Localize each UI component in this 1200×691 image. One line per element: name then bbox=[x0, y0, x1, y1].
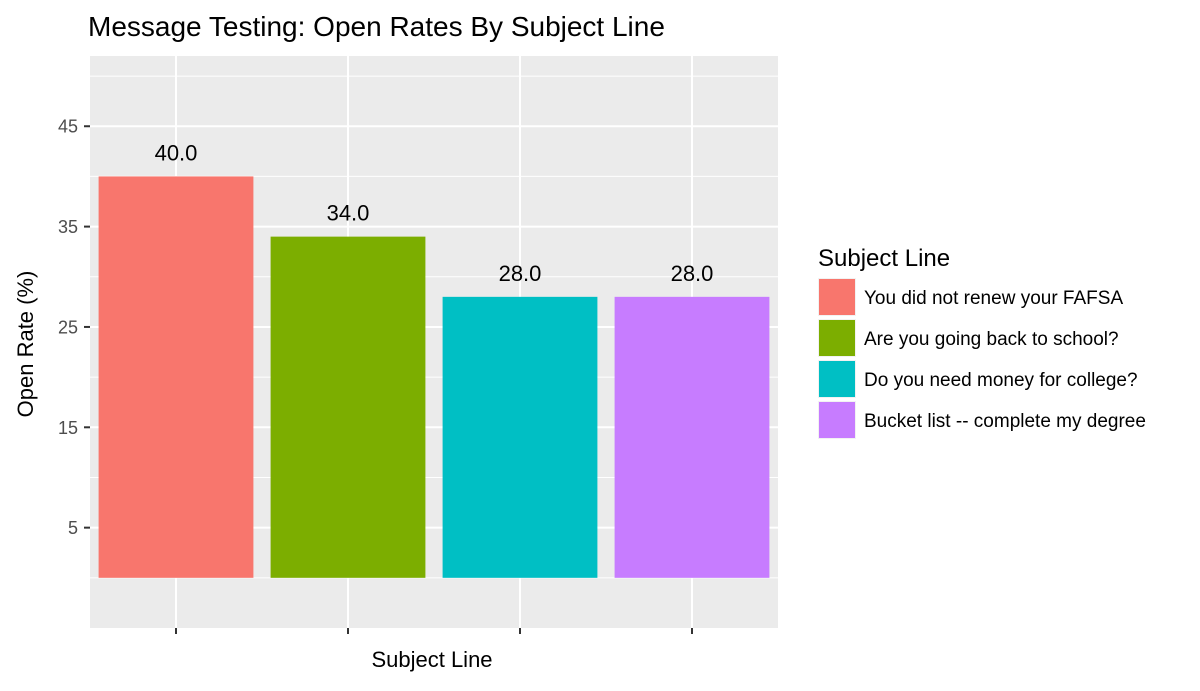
bar-value-label: 34.0 bbox=[327, 201, 370, 226]
y-tick-label: 15 bbox=[58, 418, 78, 438]
chart-title: Message Testing: Open Rates By Subject L… bbox=[88, 11, 665, 42]
y-tick-label: 45 bbox=[58, 117, 78, 137]
legend-swatch bbox=[819, 279, 855, 315]
legend-label: You did not renew your FAFSA bbox=[864, 288, 1123, 309]
bar bbox=[270, 236, 426, 578]
legend-swatch bbox=[819, 320, 855, 356]
x-axis-title: Subject Line bbox=[371, 647, 492, 672]
bar bbox=[442, 296, 598, 578]
legend-label: Do you need money for college? bbox=[864, 370, 1138, 391]
y-axis-title: Open Rate (%) bbox=[13, 271, 38, 418]
bar-value-label: 40.0 bbox=[155, 140, 198, 165]
legend-title: Subject Line bbox=[818, 245, 950, 272]
y-tick-label: 25 bbox=[58, 317, 78, 337]
y-tick-label: 5 bbox=[68, 518, 78, 538]
bar-value-label: 28.0 bbox=[671, 261, 714, 286]
legend-swatch bbox=[819, 402, 855, 438]
legend-label: Bucket list -- complete my degree bbox=[864, 411, 1146, 432]
legend-label: Are you going back to school? bbox=[864, 329, 1119, 350]
bar bbox=[614, 296, 770, 578]
legend-swatch bbox=[819, 361, 855, 397]
y-tick-label: 35 bbox=[58, 217, 78, 237]
bar-value-label: 28.0 bbox=[499, 261, 542, 286]
bar bbox=[98, 176, 254, 578]
legend: Subject Line You did not renew your FAFS… bbox=[818, 245, 1146, 439]
plot-panel: 40.0 34.0 28.0 28.0 bbox=[90, 56, 778, 628]
axes: 5 15 25 35 45 bbox=[58, 117, 693, 634]
